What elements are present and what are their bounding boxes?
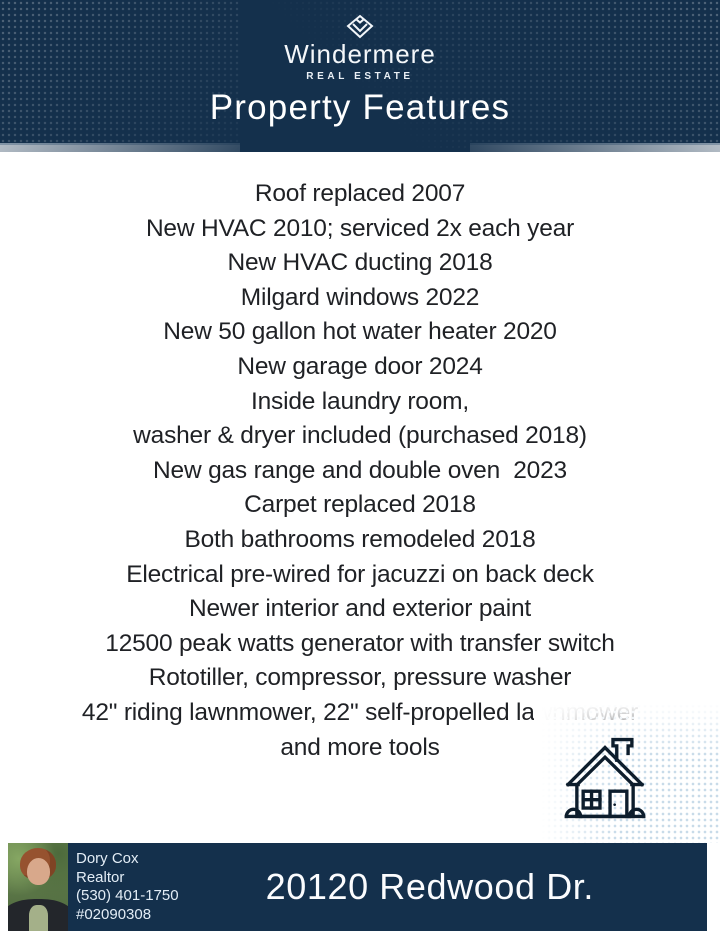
feature-item: New garage door 2024 <box>237 352 483 380</box>
feature-item: Carpet replaced 2018 <box>244 491 476 519</box>
brand-block: Windermere REAL ESTATE <box>0 0 720 82</box>
features-section: Roof replaced 2007 New HVAC 2010; service… <box>0 145 720 765</box>
feature-item: Both bathrooms remodeled 2018 <box>184 525 536 553</box>
feature-item: New HVAC ducting 2018 <box>227 249 493 277</box>
windermere-diamond-logo-icon <box>346 14 374 39</box>
page-title: Property Features <box>209 88 511 127</box>
feature-item: Newer interior and exterior paint <box>188 595 531 623</box>
property-address: 20120 Redwood Dr. <box>265 866 594 907</box>
footer-bar: Dory Cox Realtor (530) 401-1750 #0209030… <box>8 843 707 931</box>
feature-item: washer & dryer included (purchased 2018) <box>133 422 587 450</box>
footer: Dory Cox Realtor (530) 401-1750 #0209030… <box>0 843 720 931</box>
feature-item: and more tools <box>280 733 440 761</box>
agent-photo-face <box>27 858 50 885</box>
header: Windermere REAL ESTATE Property Features <box>0 0 720 152</box>
brand-tagline: REAL ESTATE <box>306 71 414 82</box>
house-icon <box>564 737 646 819</box>
feature-item: New 50 gallon hot water heater 2020 <box>163 318 557 346</box>
agent-phone: (530) 401-1750 <box>76 887 179 904</box>
feature-item: Milgard windows 2022 <box>240 283 480 311</box>
feature-list: Roof replaced 2007 New HVAC 2010; service… <box>0 177 720 765</box>
halftone-pattern-bottom-right <box>534 703 720 843</box>
feature-item: Rototiller, compressor, pressure washer <box>148 664 572 692</box>
brand-name: Windermere <box>284 39 436 69</box>
agent-license: #02090308 <box>76 905 152 923</box>
agent-title: Realtor <box>76 868 125 886</box>
feature-item: 12500 peak watts generator with transfer… <box>105 629 615 657</box>
agent-info: Dory Cox Realtor (530) 401-1750 #0209030… <box>76 850 179 924</box>
feature-item: Inside laundry room, <box>251 387 469 415</box>
agent-photo <box>8 843 68 931</box>
feature-item: New HVAC 2010; serviced 2x each year <box>145 214 575 242</box>
feature-item: Electrical pre-wired for jacuzzi on back… <box>126 560 594 588</box>
feature-item: New gas range and double oven 2023 <box>153 456 567 484</box>
agent-photo-shirt <box>29 905 48 931</box>
agent-name: Dory Cox <box>76 850 139 867</box>
halftone-pattern-top-right <box>240 0 720 152</box>
feature-item: Roof replaced 2007 <box>254 180 466 207</box>
